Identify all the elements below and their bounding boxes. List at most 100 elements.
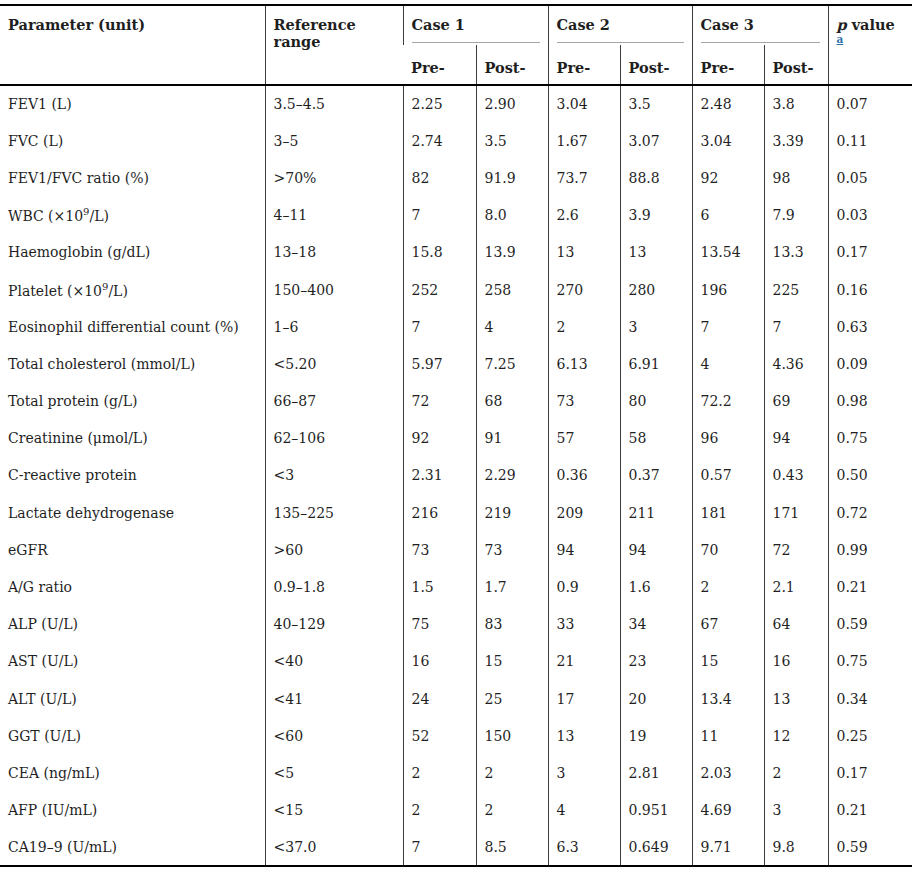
value-cell: 0.43 — [764, 457, 828, 494]
parameter-cell: CA19–9 (U/mL) — [0, 829, 265, 866]
table-row: Haemoglobin (g/dL)13–1815.813.9131313.54… — [0, 234, 912, 271]
value-cell: 2.25 — [403, 85, 476, 122]
value-cell: 5.97 — [403, 345, 476, 382]
p-value-p: p — [837, 16, 847, 33]
value-cell: 13 — [548, 717, 620, 754]
reference-cell: >60 — [265, 531, 403, 568]
value-cell: 13 — [548, 234, 620, 271]
table-row: ALT (U/L)<412425172013.4130.34 — [0, 680, 912, 717]
value-cell: 80 — [620, 383, 692, 420]
value-cell: 0.57 — [692, 457, 764, 494]
value-cell: 34 — [620, 606, 692, 643]
value-cell: 4 — [476, 308, 548, 345]
table-row: C-reactive protein<32.312.290.360.370.57… — [0, 457, 912, 494]
value-cell: 23 — [620, 643, 692, 680]
value-cell: 73.7 — [548, 159, 620, 196]
value-cell: 1.67 — [548, 122, 620, 159]
table-row: Lactate dehydrogenase135–225216219209211… — [0, 494, 912, 531]
table-row: FEV1 (L)3.5–4.52.252.903.043.52.483.80.0… — [0, 85, 912, 122]
parameter-cell: Eosinophil differential count (%) — [0, 308, 265, 345]
value-cell: 225 — [764, 271, 828, 308]
value-cell: 0.951 — [620, 792, 692, 829]
reference-cell: 62–106 — [265, 420, 403, 457]
value-cell: 13.54 — [692, 234, 764, 271]
value-cell: 3.07 — [620, 122, 692, 159]
value-cell: 3.04 — [548, 85, 620, 122]
value-cell: 92 — [403, 420, 476, 457]
value-cell: 3 — [548, 754, 620, 791]
value-cell: 25 — [476, 680, 548, 717]
value-cell: 72 — [764, 531, 828, 568]
value-cell: 17 — [548, 680, 620, 717]
reference-cell: 150–400 — [265, 271, 403, 308]
p-value-cell: 0.75 — [828, 643, 912, 680]
reference-cell: <5.20 — [265, 345, 403, 382]
footnote-a-link[interactable]: a — [837, 33, 844, 45]
parameter-cell: Lactate dehydrogenase — [0, 494, 265, 531]
parameter-cell: ALP (U/L) — [0, 606, 265, 643]
value-cell: 2 — [476, 754, 548, 791]
value-cell: 15 — [692, 643, 764, 680]
table-row: Total protein (g/L)66–877268738072.2690.… — [0, 383, 912, 420]
table-row: eGFR>607373949470720.99 — [0, 531, 912, 568]
value-cell: 16 — [403, 643, 476, 680]
value-cell: 94 — [548, 531, 620, 568]
value-cell: 2.29 — [476, 457, 548, 494]
value-cell: 20 — [620, 680, 692, 717]
p-value-cell: 0.63 — [828, 308, 912, 345]
p-value-cell: 0.09 — [828, 345, 912, 382]
value-cell: 2.03 — [692, 754, 764, 791]
subheader-case3-post: Post- — [764, 45, 828, 85]
value-cell: 1.5 — [403, 568, 476, 605]
value-cell: 3.5 — [620, 85, 692, 122]
value-cell: 73 — [476, 531, 548, 568]
value-cell: 58 — [620, 420, 692, 457]
value-cell: 216 — [403, 494, 476, 531]
table-row: A/G ratio0.9–1.81.51.70.91.622.10.21 — [0, 568, 912, 605]
value-cell: 13.9 — [476, 234, 548, 271]
value-cell: 67 — [692, 606, 764, 643]
value-cell: 3.39 — [764, 122, 828, 159]
value-cell: 3 — [764, 792, 828, 829]
parameter-cell: WBC (×109/L) — [0, 197, 265, 234]
reference-cell: <40 — [265, 643, 403, 680]
value-cell: 70 — [692, 531, 764, 568]
value-cell: 7 — [403, 197, 476, 234]
value-cell: 150 — [476, 717, 548, 754]
value-cell: 73 — [548, 383, 620, 420]
table-row: FVC (L)3–52.743.51.673.073.043.390.11 — [0, 122, 912, 159]
value-cell: 211 — [620, 494, 692, 531]
parameter-cell: FVC (L) — [0, 122, 265, 159]
p-value-cell: 0.21 — [828, 568, 912, 605]
value-cell: 2.31 — [403, 457, 476, 494]
value-cell: 7 — [692, 308, 764, 345]
parameter-cell: C-reactive protein — [0, 457, 265, 494]
table-row: WBC (×109/L)4–1178.02.63.967.90.03 — [0, 197, 912, 234]
value-cell: 19 — [620, 717, 692, 754]
value-cell: 4.69 — [692, 792, 764, 829]
value-cell: 88.8 — [620, 159, 692, 196]
subheader-case3-pre: Pre- — [692, 45, 764, 85]
p-value-cell: 0.50 — [828, 457, 912, 494]
value-cell: 0.9 — [548, 568, 620, 605]
value-cell: 2.1 — [764, 568, 828, 605]
value-cell: 13.3 — [764, 234, 828, 271]
p-value-cell: 0.59 — [828, 606, 912, 643]
value-cell: 280 — [620, 271, 692, 308]
parameter-cell: A/G ratio — [0, 568, 265, 605]
value-cell: 2 — [548, 308, 620, 345]
p-value-cell: 0.75 — [828, 420, 912, 457]
column-header-case-1: Case 1 — [403, 5, 548, 45]
value-cell: 2 — [476, 792, 548, 829]
subheader-case2-pre: Pre- — [548, 45, 620, 85]
reference-cell: 3.5–4.5 — [265, 85, 403, 122]
column-header-case-2: Case 2 — [548, 5, 692, 45]
value-cell: 2.6 — [548, 197, 620, 234]
reference-cell: 40–129 — [265, 606, 403, 643]
reference-cell: <15 — [265, 792, 403, 829]
table-header: Parameter (unit) Reference range Case 1 … — [0, 5, 912, 85]
value-cell: 7 — [403, 829, 476, 866]
value-cell: 2.74 — [403, 122, 476, 159]
value-cell: 92 — [692, 159, 764, 196]
parameter-cell: Creatinine (μmol/L) — [0, 420, 265, 457]
